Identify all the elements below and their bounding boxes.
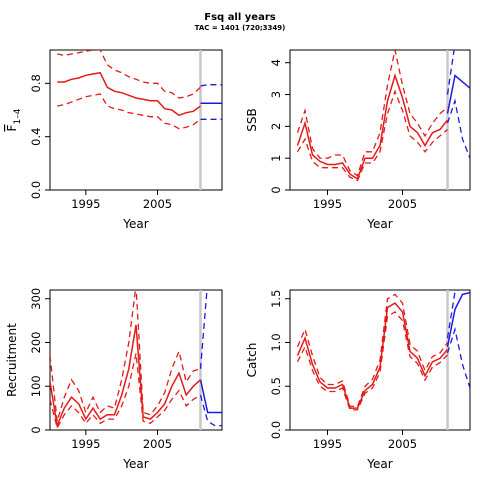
projection-upper-bound-line bbox=[446, 290, 461, 339]
y-tick-label: 0.8 bbox=[29, 74, 43, 92]
assessment-upper-bound-line bbox=[57, 50, 201, 99]
plot-frame bbox=[289, 49, 471, 191]
y-tick-label: 0.0 bbox=[269, 421, 283, 439]
y-tick-label: 1.0 bbox=[269, 333, 283, 351]
projection-upper-bound-line bbox=[199, 290, 208, 369]
assessment-estimate-line bbox=[50, 324, 202, 429]
plot-area bbox=[50, 290, 222, 430]
y-axis-title-main: Recruitment bbox=[5, 323, 19, 397]
y-tick-label: 1.5 bbox=[269, 290, 283, 308]
x-tick-label: 1995 bbox=[313, 437, 342, 451]
x-tick-label: 2005 bbox=[143, 437, 172, 451]
x-tick-label: 1995 bbox=[71, 197, 100, 211]
chart-subtitle: TAC = 1401 (720;3349) bbox=[195, 24, 286, 32]
y-tick-label: 0.4 bbox=[29, 128, 43, 146]
projection-upper-bound-line bbox=[446, 50, 455, 95]
y-axis-title: Recruitment bbox=[5, 323, 19, 397]
x-axis-title: Year bbox=[122, 217, 148, 231]
y-axis-title-main: Catch bbox=[245, 343, 259, 378]
panel-catch: 1995 2005 Year 0.0 0.5 1.0 1.5 Catch bbox=[245, 289, 471, 471]
x-axis-title: Year bbox=[122, 457, 148, 471]
y-axis-title-subscript: 1–4 bbox=[13, 108, 23, 124]
x-tick-label: 2005 bbox=[388, 437, 417, 451]
projection-estimate-line bbox=[199, 379, 222, 414]
chart-title: Fsq all years bbox=[204, 12, 275, 23]
projection-lower-bound-line bbox=[199, 394, 222, 427]
y-tick-label: 0 bbox=[29, 426, 43, 433]
y-axis-title: F1–4 bbox=[5, 108, 23, 131]
y-tick-label: 0.0 bbox=[29, 181, 43, 199]
x-axis-title: Year bbox=[366, 457, 392, 471]
y-tick-label: 2 bbox=[269, 123, 283, 130]
y-tick-label: 4 bbox=[269, 59, 283, 66]
y-tick-label: 3 bbox=[269, 91, 283, 98]
projection-estimate-line bbox=[446, 291, 470, 348]
assessment-estimate-line bbox=[296, 302, 449, 409]
projection-lower-bound-line bbox=[446, 326, 470, 389]
panel-ssb: 1995 2005 Year 0 1 2 3 4 SSB bbox=[245, 49, 471, 231]
x-tick-label: 1995 bbox=[313, 197, 342, 211]
x-tick-label: 2005 bbox=[143, 197, 172, 211]
projection-estimate-line bbox=[446, 74, 470, 114]
assessment-lower-bound-line bbox=[296, 311, 448, 411]
assessment-estimate-line bbox=[57, 71, 201, 117]
y-axis-title: SSB bbox=[245, 108, 259, 131]
y-axis-title-main: F bbox=[5, 124, 19, 131]
y-axis-title-main: SSB bbox=[245, 108, 259, 131]
assessment-lower-bound-line bbox=[50, 353, 201, 430]
panel-recruitment: 1995 2005 Year 0 100 200 300 Recruitment bbox=[5, 288, 223, 471]
y-tick-label: 200 bbox=[29, 332, 43, 354]
x-tick-label: 2005 bbox=[388, 197, 417, 211]
y-axis-title: Catch bbox=[245, 343, 259, 378]
plot-area bbox=[296, 290, 470, 430]
y-tick-label: 0.5 bbox=[269, 377, 283, 395]
plot-area bbox=[296, 50, 470, 190]
assessment-lower-bound-line bbox=[296, 89, 448, 182]
assessment-lower-bound-line bbox=[57, 93, 201, 130]
assessment-upper-bound-line bbox=[296, 293, 449, 408]
plot-area bbox=[57, 50, 222, 190]
assessment-upper-bound-line bbox=[50, 290, 201, 422]
y-tick-label: 300 bbox=[29, 288, 43, 310]
panel-fbar: 1995 2005 Year 0.0 0.4 0.8 F1–4 bbox=[5, 49, 223, 231]
plot-frame bbox=[289, 289, 471, 431]
projection-upper-bound-line bbox=[200, 84, 222, 87]
y-tick-label: 100 bbox=[29, 375, 43, 397]
x-axis-title: Year bbox=[366, 217, 392, 231]
assessment-estimate-line bbox=[296, 73, 449, 181]
y-tick-label: 1 bbox=[269, 155, 283, 162]
projection-lower-bound-line bbox=[446, 98, 470, 159]
plot-frame bbox=[49, 49, 223, 191]
x-tick-label: 1995 bbox=[71, 437, 100, 451]
y-tick-label: 0 bbox=[269, 186, 283, 193]
